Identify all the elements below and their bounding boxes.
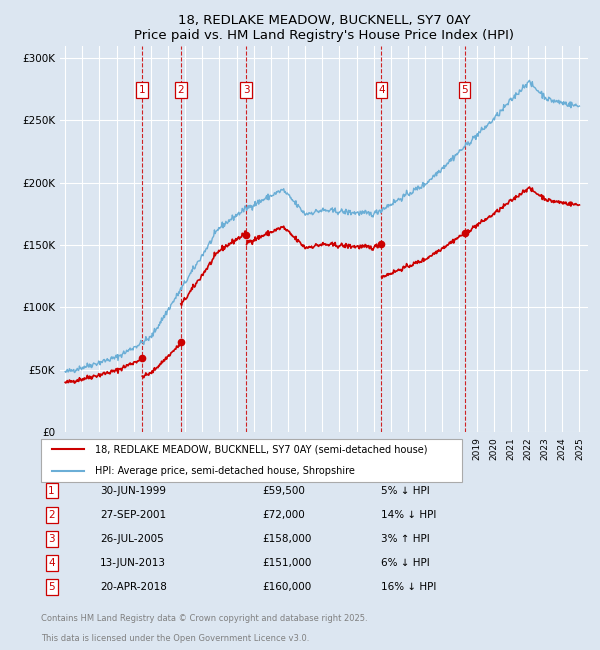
Text: 2: 2 (178, 85, 184, 95)
Text: 4: 4 (48, 558, 55, 568)
Text: 26-JUL-2005: 26-JUL-2005 (100, 534, 164, 544)
Text: 13-JUN-2013: 13-JUN-2013 (100, 558, 166, 568)
Text: 3: 3 (48, 534, 55, 544)
Text: £158,000: £158,000 (262, 534, 311, 544)
Text: 27-SEP-2001: 27-SEP-2001 (100, 510, 166, 520)
Text: 18, REDLAKE MEADOW, BUCKNELL, SY7 0AY (semi-detached house): 18, REDLAKE MEADOW, BUCKNELL, SY7 0AY (s… (95, 444, 427, 454)
Text: £72,000: £72,000 (262, 510, 305, 520)
Text: 5: 5 (48, 582, 55, 592)
Text: 6% ↓ HPI: 6% ↓ HPI (381, 558, 430, 568)
Text: 20-APR-2018: 20-APR-2018 (100, 582, 167, 592)
Text: 5: 5 (461, 85, 468, 95)
Text: 3% ↑ HPI: 3% ↑ HPI (381, 534, 430, 544)
Text: HPI: Average price, semi-detached house, Shropshire: HPI: Average price, semi-detached house,… (95, 465, 355, 476)
Title: 18, REDLAKE MEADOW, BUCKNELL, SY7 0AY
Price paid vs. HM Land Registry's House Pr: 18, REDLAKE MEADOW, BUCKNELL, SY7 0AY Pr… (134, 14, 514, 42)
Text: £59,500: £59,500 (262, 486, 305, 496)
Text: 5% ↓ HPI: 5% ↓ HPI (381, 486, 430, 496)
Text: Contains HM Land Registry data © Crown copyright and database right 2025.: Contains HM Land Registry data © Crown c… (41, 614, 367, 623)
Text: 1: 1 (139, 85, 146, 95)
Text: This data is licensed under the Open Government Licence v3.0.: This data is licensed under the Open Gov… (41, 634, 309, 644)
Text: 30-JUN-1999: 30-JUN-1999 (100, 486, 166, 496)
Text: £151,000: £151,000 (262, 558, 311, 568)
Text: 16% ↓ HPI: 16% ↓ HPI (381, 582, 436, 592)
Text: £160,000: £160,000 (262, 582, 311, 592)
Text: 3: 3 (243, 85, 250, 95)
Text: 2: 2 (48, 510, 55, 520)
Text: 1: 1 (48, 486, 55, 496)
Text: 14% ↓ HPI: 14% ↓ HPI (381, 510, 436, 520)
Text: 4: 4 (378, 85, 385, 95)
FancyBboxPatch shape (41, 439, 462, 482)
